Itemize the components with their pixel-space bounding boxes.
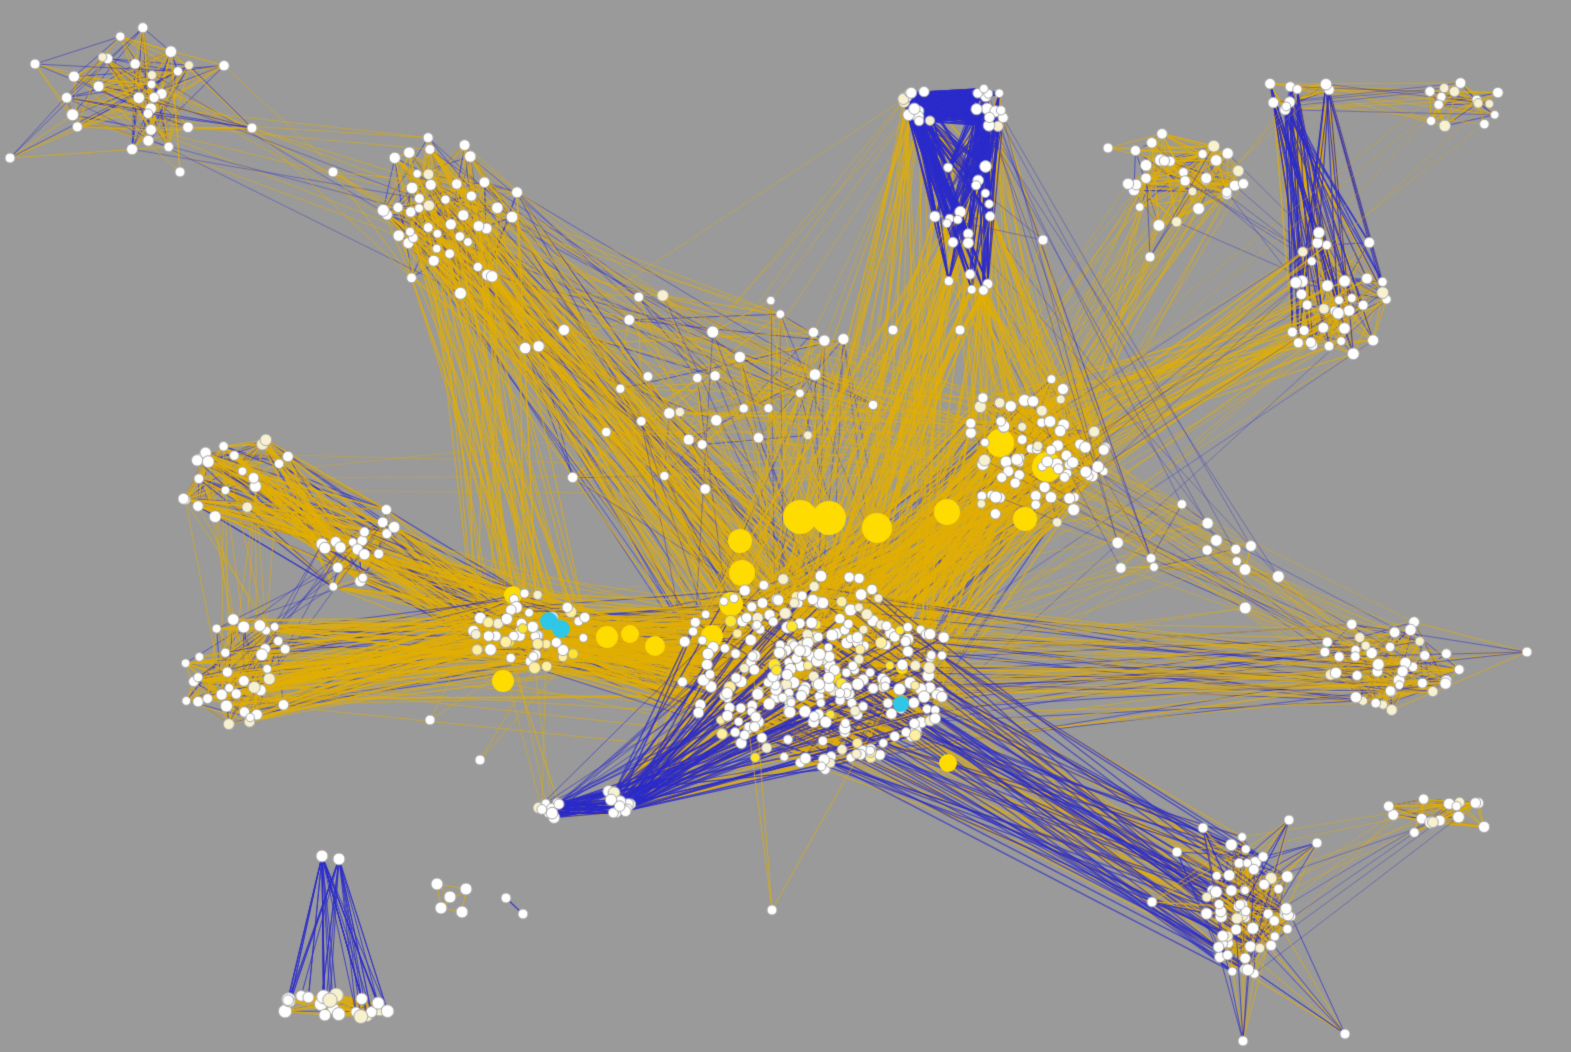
graph-viewport xyxy=(0,0,1571,1052)
network-graph-canvas xyxy=(0,0,1571,1052)
